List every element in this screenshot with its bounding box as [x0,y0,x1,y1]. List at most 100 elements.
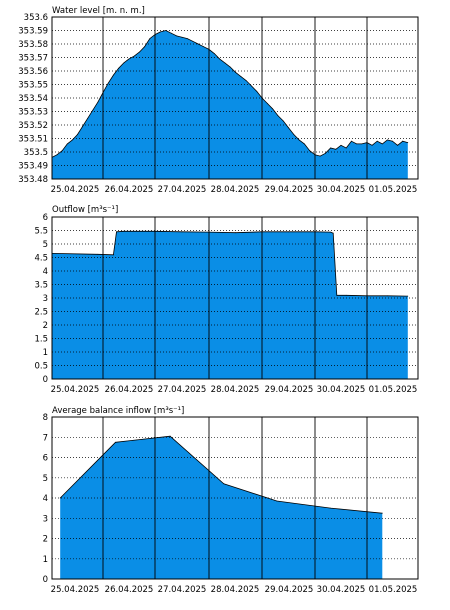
water-level-x-tick-label: 29.04.2025 [265,185,314,195]
water-level-point [107,82,109,84]
outflow-point [407,295,409,297]
water-level-y-tick-label: 353.53 [18,108,48,118]
outflow-y-tick-label: 6 [43,213,48,223]
water-level-point [319,155,321,157]
outflow-y-tick-label: 1 [43,348,48,358]
water-level-point [245,80,247,81]
water-level-point [113,74,114,76]
balance-inflow-x-tick-label: 25.04.2025 [51,585,100,595]
outflow-point [288,231,289,233]
balance-inflow-x-tick-label: 27.04.2025 [158,585,207,595]
outflow-frame [51,216,419,380]
water-level-point [97,101,99,103]
outflow-chart: Outflow [m³s⁻¹] 0 0.5 1 1.5 2 2.5 3 3.5 4 4.5 5 5.5… [34,205,419,395]
water-level-point [56,154,58,156]
water-level-point [213,53,215,54]
water-level-point [229,66,231,68]
outflow-x-tick-label: 25.04.2025 [51,385,100,395]
water-level-chart: Water level [m. n. m.] 353.48 353.49 353.5… [18,6,419,195]
water-level-point [335,148,337,150]
outflow-point [235,232,236,234]
water-level-y-tick-label: 353.59 [18,27,48,37]
outflow-y-tick-label: 0 [43,375,48,385]
water-level-plot-area: 353.48 353.49 353.5 353.51 353.52 353.53 353.5… [18,13,419,195]
water-level-point [170,32,172,34]
water-level-point [219,58,221,60]
outflow-point [336,294,338,296]
outflow-point [116,231,117,233]
water-level-point [407,142,409,144]
water-level-point [251,85,252,87]
water-level-x-tick-label: 30.04.2025 [317,185,366,195]
outflow-y-tick-label: 5 [43,240,48,250]
water-level-point [87,117,89,119]
balance-inflow-x-tick-label: 01.05.2025 [369,585,418,595]
water-level-point [282,120,284,122]
water-level-point [351,140,352,142]
water-level-point [61,150,63,152]
balance-inflow-y-tick-label: 5 [43,474,48,484]
water-level-point [256,90,258,92]
water-level-point [381,143,383,145]
water-level-y-tick-label: 353.58 [18,40,48,50]
outflow-point [113,254,114,256]
balance-inflow-x-tick-label: 28.04.2025 [211,585,260,595]
outflow-x-tick-label: 29.04.2025 [265,385,314,395]
water-level-y-tick-label: 353.48 [18,175,48,185]
water-level-point [149,38,151,39]
balance-inflow-y-tick-label: 7 [43,433,48,443]
water-level-y-tick-label: 353.51 [18,135,48,145]
water-level-y-tick-label: 353.5 [24,148,48,158]
water-level-point [144,46,146,48]
water-level-point [128,58,130,60]
balance-inflow-title: Average balance inflow [m³s⁻¹] [52,406,184,416]
water-level-point [77,134,78,135]
water-level-y-tick-label: 353.49 [18,162,48,172]
water-level-point [376,140,378,142]
outflow-point [330,231,331,233]
outflow-point [181,231,183,233]
water-level-point [304,143,305,145]
water-level-point [402,140,404,142]
water-level-point [356,143,357,145]
outflow-point [387,295,388,297]
balance-inflow-x-tick-label: 29.04.2025 [265,585,314,595]
balance-inflow-frame [51,416,419,580]
water-level-point [266,103,268,104]
outflow-x-tick-label: 26.04.2025 [105,385,154,395]
water-level-point [387,139,388,141]
balance-inflow-y-tick-label: 8 [43,413,48,423]
water-level-y-tick-label: 353.52 [18,121,48,131]
balance-inflow-point [330,507,331,509]
outflow-x-tick-label: 01.05.2025 [369,385,418,395]
water-level-point [392,140,393,142]
water-level-point [123,62,125,64]
balance-inflow-point [223,483,225,485]
water-level-point [272,108,273,110]
outflow-title: Outflow [m³s⁻¹] [52,205,118,215]
water-level-point [192,40,194,42]
outflow-point [97,253,99,255]
outflow-y-tick-label: 3.5 [34,281,48,291]
balance-inflow-plot-area: 0 1 2 3 4 5 6 7 8 25.04.2025 26.04.2025 27.04.2025 2… [43,413,419,595]
water-level-title: Water level [m. n. m.] [52,6,145,16]
water-level-point [277,115,279,116]
water-level-point [197,43,199,45]
balance-inflow-area [60,436,383,579]
outflow-y-tick-label: 3 [43,294,48,304]
water-level-point [361,143,363,145]
water-level-x-tick-label: 01.05.2025 [369,185,418,195]
water-level-y-tick-label: 353.55 [18,81,48,91]
balance-inflow-y-tick-label: 2 [43,535,48,545]
outflow-y-tick-label: 2.5 [34,308,48,318]
water-level-point [66,143,68,145]
water-level-point [235,71,236,73]
water-level-point [118,67,119,69]
water-level-x-tick-label: 25.04.2025 [51,185,100,195]
water-level-point [139,51,140,53]
water-level-point [330,147,331,149]
balance-inflow-x-tick-label: 30.04.2025 [317,585,366,595]
balance-inflow-point [59,497,61,499]
water-level-point [187,38,188,39]
water-level-point [371,144,373,146]
